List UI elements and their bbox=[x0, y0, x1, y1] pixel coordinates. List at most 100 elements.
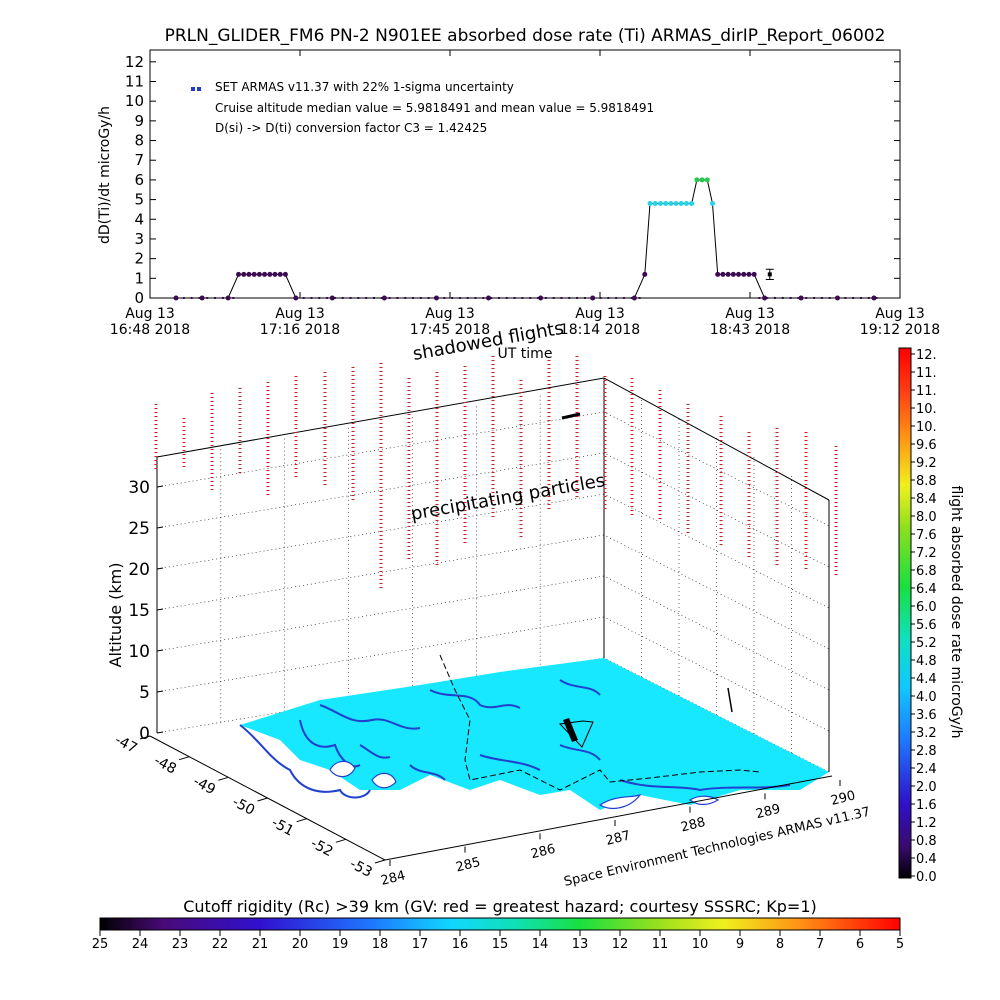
data-point bbox=[820, 297, 823, 299]
y-tick-label: 1 bbox=[134, 269, 144, 287]
y-tick-label: 0 bbox=[134, 289, 144, 307]
data-point bbox=[828, 297, 831, 299]
rc-colorbar-label: 25 bbox=[92, 937, 109, 952]
dose-colorbar-label: 1.6 bbox=[916, 798, 937, 813]
data-point bbox=[529, 297, 532, 299]
altitude-tick-label: 15 bbox=[128, 601, 150, 621]
data-point bbox=[232, 297, 235, 299]
data-point bbox=[282, 271, 288, 277]
precipitating-particle-columns bbox=[154, 356, 838, 590]
latitude-tick-label: -52 bbox=[308, 835, 336, 860]
dose-colorbar-label: 4.8 bbox=[916, 654, 937, 669]
dose-rate-points bbox=[173, 177, 878, 301]
legend-line-1: SET ARMAS v11.37 with 22% 1-sigma uncert… bbox=[215, 80, 514, 94]
rc-colorbar-label: 12 bbox=[612, 937, 629, 952]
data-point bbox=[310, 297, 313, 299]
altitude-tick-label: 10 bbox=[128, 642, 150, 662]
data-point bbox=[789, 297, 792, 299]
data-point bbox=[678, 201, 684, 207]
rc-colorbar-label: 22 bbox=[212, 937, 229, 952]
x-tick-label-date: Aug 13 bbox=[425, 306, 475, 322]
x-tick-label-time: 18:14 2018 bbox=[560, 322, 640, 338]
rc-colorbar-label: 24 bbox=[132, 937, 149, 952]
data-point bbox=[404, 297, 407, 299]
legend-line-3: D(si) -> D(ti) conversion factor C3 = 1.… bbox=[215, 121, 487, 135]
x-tick-label-time: 16:48 2018 bbox=[110, 322, 190, 338]
dose-colorbar-label: 3.6 bbox=[916, 708, 937, 723]
data-point bbox=[357, 297, 360, 299]
data-point bbox=[607, 297, 610, 299]
longitude-tick-label: 287 bbox=[604, 828, 632, 849]
rc-colorbar-label: 17 bbox=[412, 937, 429, 952]
grid-line bbox=[156, 534, 830, 650]
data-point bbox=[256, 271, 262, 277]
dose-colorbar-label: 12. bbox=[916, 348, 937, 363]
data-point bbox=[652, 201, 658, 207]
x-tick-label-time: 17:16 2018 bbox=[260, 322, 340, 338]
latitude-tick bbox=[179, 756, 190, 761]
latitude-tick bbox=[374, 859, 386, 864]
rc-colorbar-label: 8 bbox=[776, 937, 784, 952]
dose-colorbar-label: 11. bbox=[916, 366, 937, 381]
dose-colorbar-label: 0.8 bbox=[916, 834, 937, 849]
data-point bbox=[798, 295, 804, 301]
longitude-tick-label: 289 bbox=[754, 802, 782, 823]
data-point bbox=[683, 201, 689, 207]
altitude-tick-label: 20 bbox=[128, 560, 150, 580]
latitude-tick bbox=[139, 735, 151, 740]
data-point bbox=[647, 201, 653, 207]
data-point bbox=[797, 297, 800, 299]
y-tick-label: 6 bbox=[134, 171, 144, 189]
cutoff-rigidity-labels: 25 24 23 22 21 20 19 18 17 16 15 14 13 12 11 10 9 8 7 6 5 bbox=[92, 930, 904, 952]
dose-colorbar-label: 6.8 bbox=[916, 564, 937, 579]
data-point bbox=[294, 297, 297, 299]
data-point bbox=[474, 297, 477, 299]
altitude-tick bbox=[156, 690, 164, 693]
rc-colorbar-label: 5 bbox=[896, 937, 904, 952]
data-point bbox=[859, 297, 862, 299]
data-point bbox=[380, 297, 383, 299]
data-point bbox=[497, 297, 500, 299]
dose-colorbar-label: 9.6 bbox=[916, 438, 937, 453]
y-tick-label: 8 bbox=[134, 132, 144, 150]
dose-colorbar-label: 0.0 bbox=[916, 870, 937, 885]
x-tick-label-time: 18:43 2018 bbox=[710, 322, 790, 338]
longitude-tick-label: 285 bbox=[454, 855, 482, 876]
dose-colorbar-label: 11. bbox=[916, 384, 937, 399]
longitude-tick-label: 286 bbox=[529, 842, 557, 863]
data-point bbox=[673, 201, 679, 207]
latitude-tick-label: -50 bbox=[230, 794, 258, 819]
y-tick-label: 11 bbox=[125, 72, 144, 90]
data-point bbox=[699, 177, 705, 183]
coastline bbox=[239, 679, 791, 799]
data-point bbox=[663, 201, 669, 207]
data-point bbox=[720, 271, 726, 277]
data-point bbox=[482, 297, 485, 299]
latitude-tick-label: -47 bbox=[112, 732, 140, 757]
longitude-tick-label: 288 bbox=[679, 815, 707, 836]
data-point bbox=[443, 297, 446, 299]
dose-colorbar-label: 2.4 bbox=[916, 762, 937, 777]
data-point bbox=[537, 297, 540, 299]
y-tick-label: 2 bbox=[134, 250, 144, 268]
x-axis-title-ut-time: UT time bbox=[498, 346, 553, 362]
data-point bbox=[774, 297, 776, 299]
data-point bbox=[521, 297, 524, 299]
data-point bbox=[583, 297, 586, 299]
dose-colorbar bbox=[898, 347, 912, 879]
rc-colorbar-label: 14 bbox=[532, 937, 549, 952]
altitude-tick-label: 5 bbox=[139, 683, 150, 703]
rc-colorbar-label: 16 bbox=[452, 937, 469, 952]
y-tick-label: 9 bbox=[134, 112, 144, 130]
dose-colorbar-label: 8.0 bbox=[916, 510, 937, 525]
altitude-tick bbox=[156, 608, 164, 611]
data-point bbox=[333, 297, 336, 299]
dose-colorbar-label: 4.4 bbox=[916, 672, 937, 687]
altitude-tick-label: 0 bbox=[139, 724, 150, 744]
data-point bbox=[490, 297, 493, 299]
data-point bbox=[272, 271, 278, 277]
data-point bbox=[781, 297, 784, 299]
y-tick-label: 12 bbox=[125, 53, 144, 71]
data-point bbox=[329, 295, 335, 301]
